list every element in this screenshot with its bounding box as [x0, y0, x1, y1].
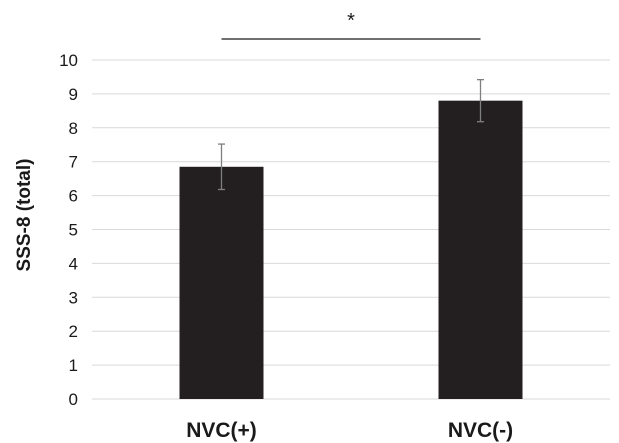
- error-bars: [218, 79, 484, 191]
- x-category-label: NVC(-): [448, 419, 513, 442]
- y-tick-label: 1: [69, 356, 78, 375]
- significance-star: *: [347, 10, 355, 32]
- y-tick-label: 4: [69, 254, 78, 273]
- y-tick-label: 0: [69, 390, 78, 409]
- y-tick-labels: 0 1 2 3 4 5 6 7 8 9 10: [59, 51, 78, 409]
- y-tick-label: 8: [69, 119, 78, 138]
- y-tick-label: 7: [69, 153, 78, 172]
- y-axis-title: SSS-8 (total): [14, 159, 35, 272]
- y-tick-label: 9: [69, 85, 78, 104]
- y-tick-label: 2: [69, 322, 78, 341]
- y-tick-label: 5: [69, 221, 78, 240]
- bar: [179, 166, 264, 399]
- grid-lines: [92, 59, 610, 400]
- x-category-label: NVC(+): [186, 419, 257, 442]
- y-tick-label: 10: [59, 51, 78, 70]
- bars: [179, 100, 523, 400]
- y-tick-label: 3: [69, 288, 78, 307]
- significance-annotation: *: [221, 10, 481, 40]
- bar: [438, 100, 523, 400]
- x-category-labels: NVC(+) NVC(-): [186, 419, 513, 442]
- y-tick-label: 6: [69, 187, 78, 206]
